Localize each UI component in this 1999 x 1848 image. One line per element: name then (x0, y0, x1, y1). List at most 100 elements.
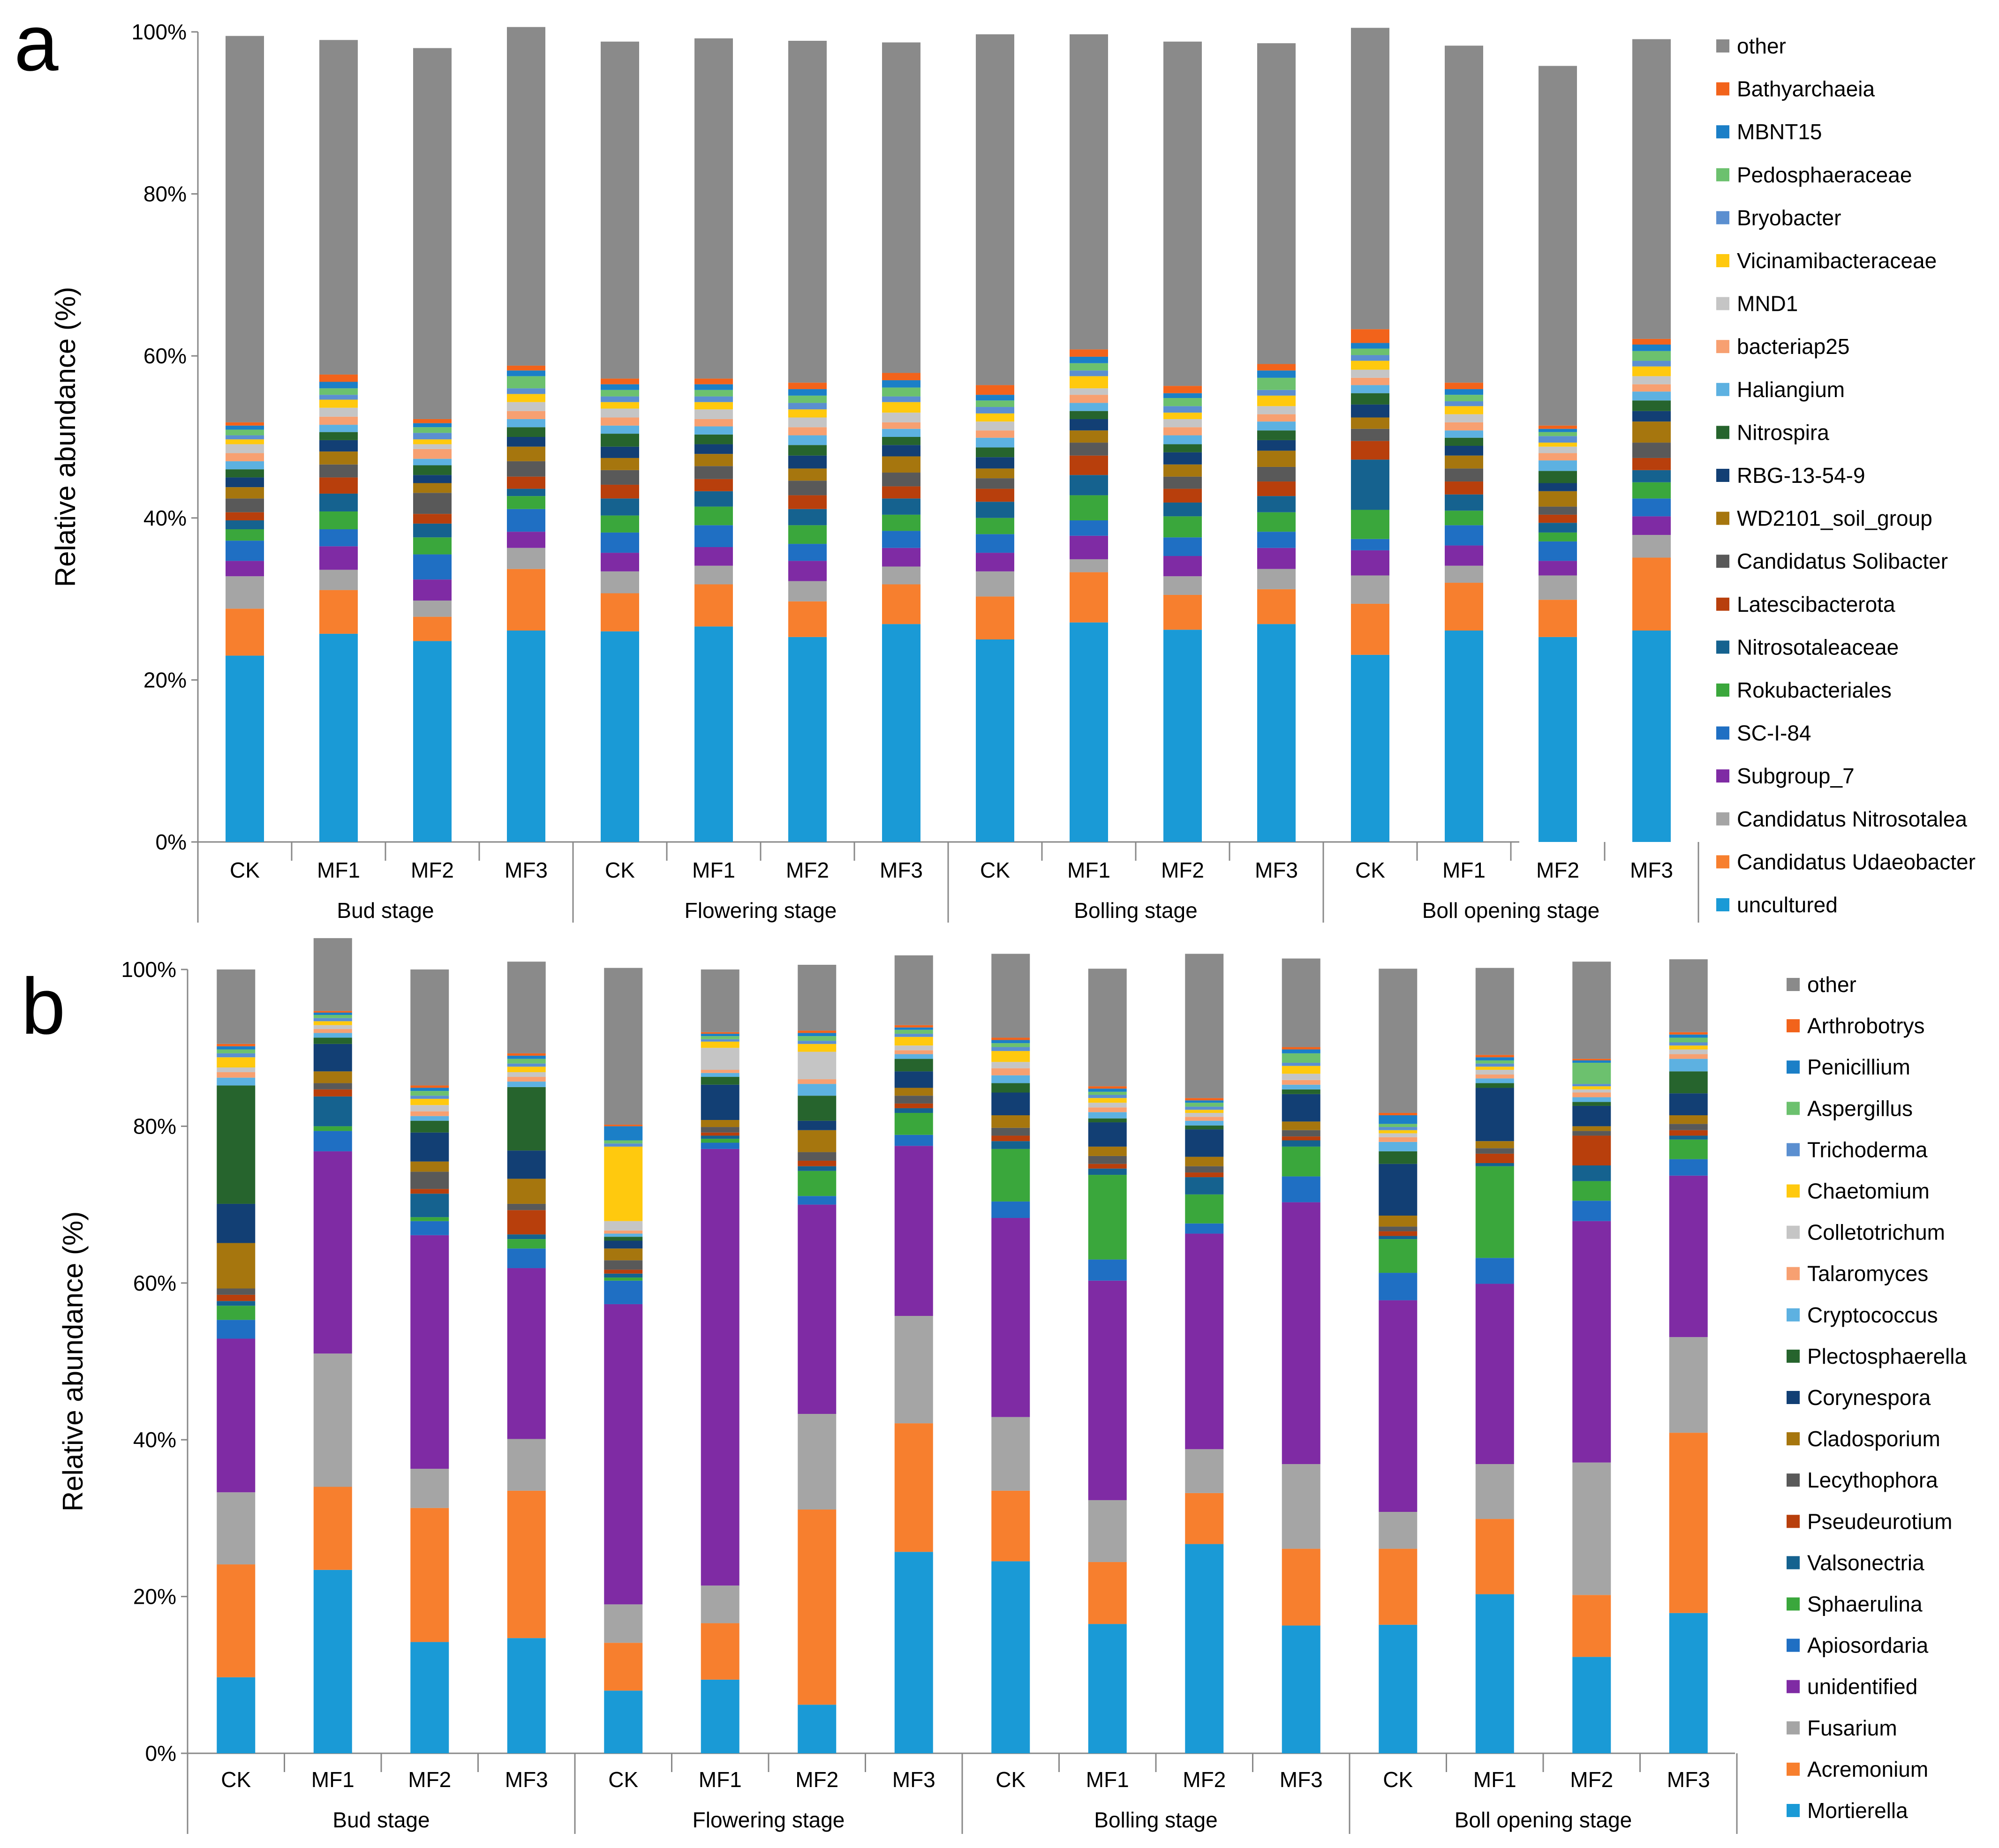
bar-segment (1351, 441, 1389, 460)
bar-segment (507, 532, 545, 548)
bar-segment (694, 409, 733, 419)
bar-segment (1282, 1136, 1320, 1141)
bar-segment (1070, 395, 1108, 403)
bar-segment (788, 525, 827, 544)
bar-segment (1379, 1231, 1418, 1236)
legend-swatch (1787, 1515, 1800, 1528)
bar-segment (507, 509, 545, 532)
legend-entry: Pseudeurotium (1807, 1509, 1952, 1533)
bar-segment (313, 1033, 352, 1038)
bar-segment (313, 1487, 352, 1570)
bar-segment (1539, 443, 1577, 447)
bar-segment (1572, 1462, 1611, 1595)
x-group-label: Boll opening stage (1455, 1808, 1632, 1832)
bar-segment (882, 473, 920, 487)
bar-segment (507, 1072, 546, 1077)
bar-segment (226, 469, 264, 478)
bar-segment (976, 447, 1014, 458)
bar-segment (507, 402, 545, 411)
bar-segment (991, 1040, 1030, 1044)
bar-segment (1257, 548, 1296, 569)
bar-segment (1379, 1115, 1418, 1124)
bar-segment (319, 388, 358, 395)
bar-segment (604, 1604, 643, 1643)
bar-segment (694, 390, 733, 397)
bar-segment (1445, 395, 1483, 401)
bar-segment (701, 1070, 739, 1073)
bar-segment (788, 409, 827, 418)
bar-segment (1539, 425, 1577, 429)
bar-segment (976, 421, 1014, 431)
bar-segment (601, 498, 639, 516)
bar-segment (1669, 1054, 1708, 1059)
legend-swatch (1716, 82, 1729, 96)
x-group-label: Bud stage (337, 898, 434, 923)
bar-segment (319, 399, 358, 408)
bar-segment (882, 514, 920, 531)
bar-segment (1088, 1259, 1127, 1281)
bar-segment (894, 1108, 933, 1113)
bar-segment (507, 1638, 546, 1753)
bar-segment (410, 1111, 449, 1116)
bar-segment (1185, 1125, 1224, 1130)
bar-segment (894, 1552, 933, 1753)
bar-segment (694, 466, 733, 479)
bar-segment (1669, 959, 1708, 1032)
bar-segment (1379, 1512, 1418, 1549)
legend-entry: WD2101_soil_group (1737, 506, 1932, 531)
bar-segment (1163, 516, 1202, 538)
bar-segment (604, 1240, 643, 1249)
bar-segment (1185, 1110, 1224, 1113)
bar-segment (894, 1071, 933, 1088)
bar-segment (319, 477, 358, 494)
legend-swatch (1716, 168, 1729, 181)
legend-entry: Fusarium (1807, 1716, 1897, 1740)
bar-segment (1572, 1062, 1611, 1084)
bar-segment (798, 1120, 837, 1130)
bar-segment (1282, 1146, 1320, 1177)
x-category-label: MF1 (1442, 858, 1486, 882)
bar-segment (1088, 1562, 1127, 1624)
bar-segment (1257, 406, 1296, 414)
x-category-label: CK (980, 858, 1010, 882)
bar-segment (410, 1116, 449, 1121)
bar-segment (894, 1025, 933, 1028)
bar-segment (319, 416, 358, 425)
bar-segment (217, 1046, 256, 1050)
bar-segment (1572, 1089, 1611, 1093)
bar-segment (1185, 1098, 1224, 1101)
legend-swatch (1787, 1225, 1800, 1239)
y-tick-label: 100% (131, 20, 187, 44)
legend-swatch (1787, 1019, 1800, 1033)
bar-segment (507, 388, 545, 394)
bar-segment (1539, 66, 1577, 426)
bar-segment (798, 1510, 837, 1705)
bar-segment (1669, 1093, 1708, 1115)
bar-segment (694, 626, 733, 842)
bar-segment (1351, 550, 1389, 576)
x-group-label: Bud stage (332, 1808, 430, 1832)
bar-segment (1572, 1097, 1611, 1102)
bar-segment (601, 458, 639, 470)
bar-segment (788, 383, 827, 390)
bar-segment (701, 1034, 739, 1037)
bar-segment (1257, 377, 1296, 390)
legend-swatch (1787, 1762, 1800, 1776)
bar-segment (1475, 1163, 1514, 1166)
bar-segment (1185, 1129, 1224, 1157)
bar-segment (413, 483, 452, 493)
bar-segment (1669, 1139, 1708, 1159)
bar-segment (1379, 1112, 1418, 1115)
bar-segment (1379, 1151, 1418, 1164)
legend-entry: Penicillium (1807, 1055, 1910, 1079)
bar-segment (1475, 1153, 1514, 1163)
bar-segment (694, 444, 733, 454)
bar-segment (319, 464, 358, 478)
bar-segment (1379, 1133, 1418, 1137)
bar-segment (1632, 400, 1671, 411)
bar-segment (991, 954, 1030, 1038)
bar-segment (1351, 361, 1389, 370)
legend-entry: Arthrobotrys (1807, 1014, 1925, 1038)
bar-segment (1088, 1280, 1127, 1500)
bar-segment (507, 962, 546, 1053)
